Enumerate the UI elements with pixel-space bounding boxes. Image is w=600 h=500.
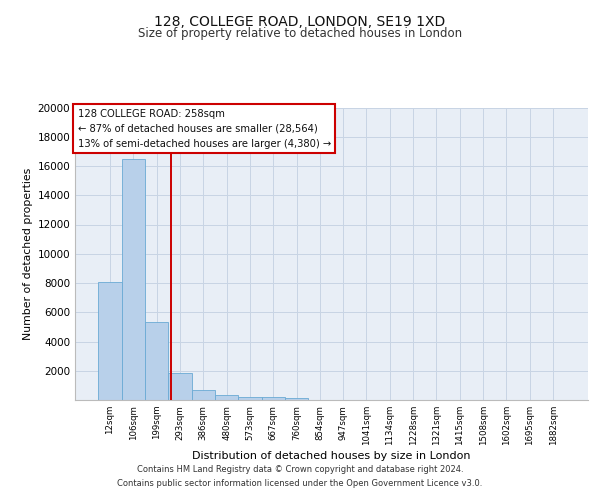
Bar <box>238 396 262 400</box>
Bar <box>168 373 191 400</box>
Text: Contains HM Land Registry data © Crown copyright and database right 2024.
Contai: Contains HM Land Registry data © Crown c… <box>118 466 482 487</box>
Y-axis label: Number of detached properties: Number of detached properties <box>23 168 33 340</box>
Text: 128 COLLEGE ROAD: 258sqm
← 87% of detached houses are smaller (28,564)
13% of se: 128 COLLEGE ROAD: 258sqm ← 87% of detach… <box>77 109 331 148</box>
Text: 128, COLLEGE ROAD, LONDON, SE19 1XD: 128, COLLEGE ROAD, LONDON, SE19 1XD <box>154 15 446 29</box>
Bar <box>215 396 238 400</box>
X-axis label: Distribution of detached houses by size in London: Distribution of detached houses by size … <box>192 451 471 461</box>
Bar <box>98 282 122 400</box>
Bar <box>191 390 215 400</box>
Bar <box>262 397 285 400</box>
Bar <box>285 398 308 400</box>
Bar <box>145 322 168 400</box>
Text: Size of property relative to detached houses in London: Size of property relative to detached ho… <box>138 28 462 40</box>
Bar <box>122 158 145 400</box>
